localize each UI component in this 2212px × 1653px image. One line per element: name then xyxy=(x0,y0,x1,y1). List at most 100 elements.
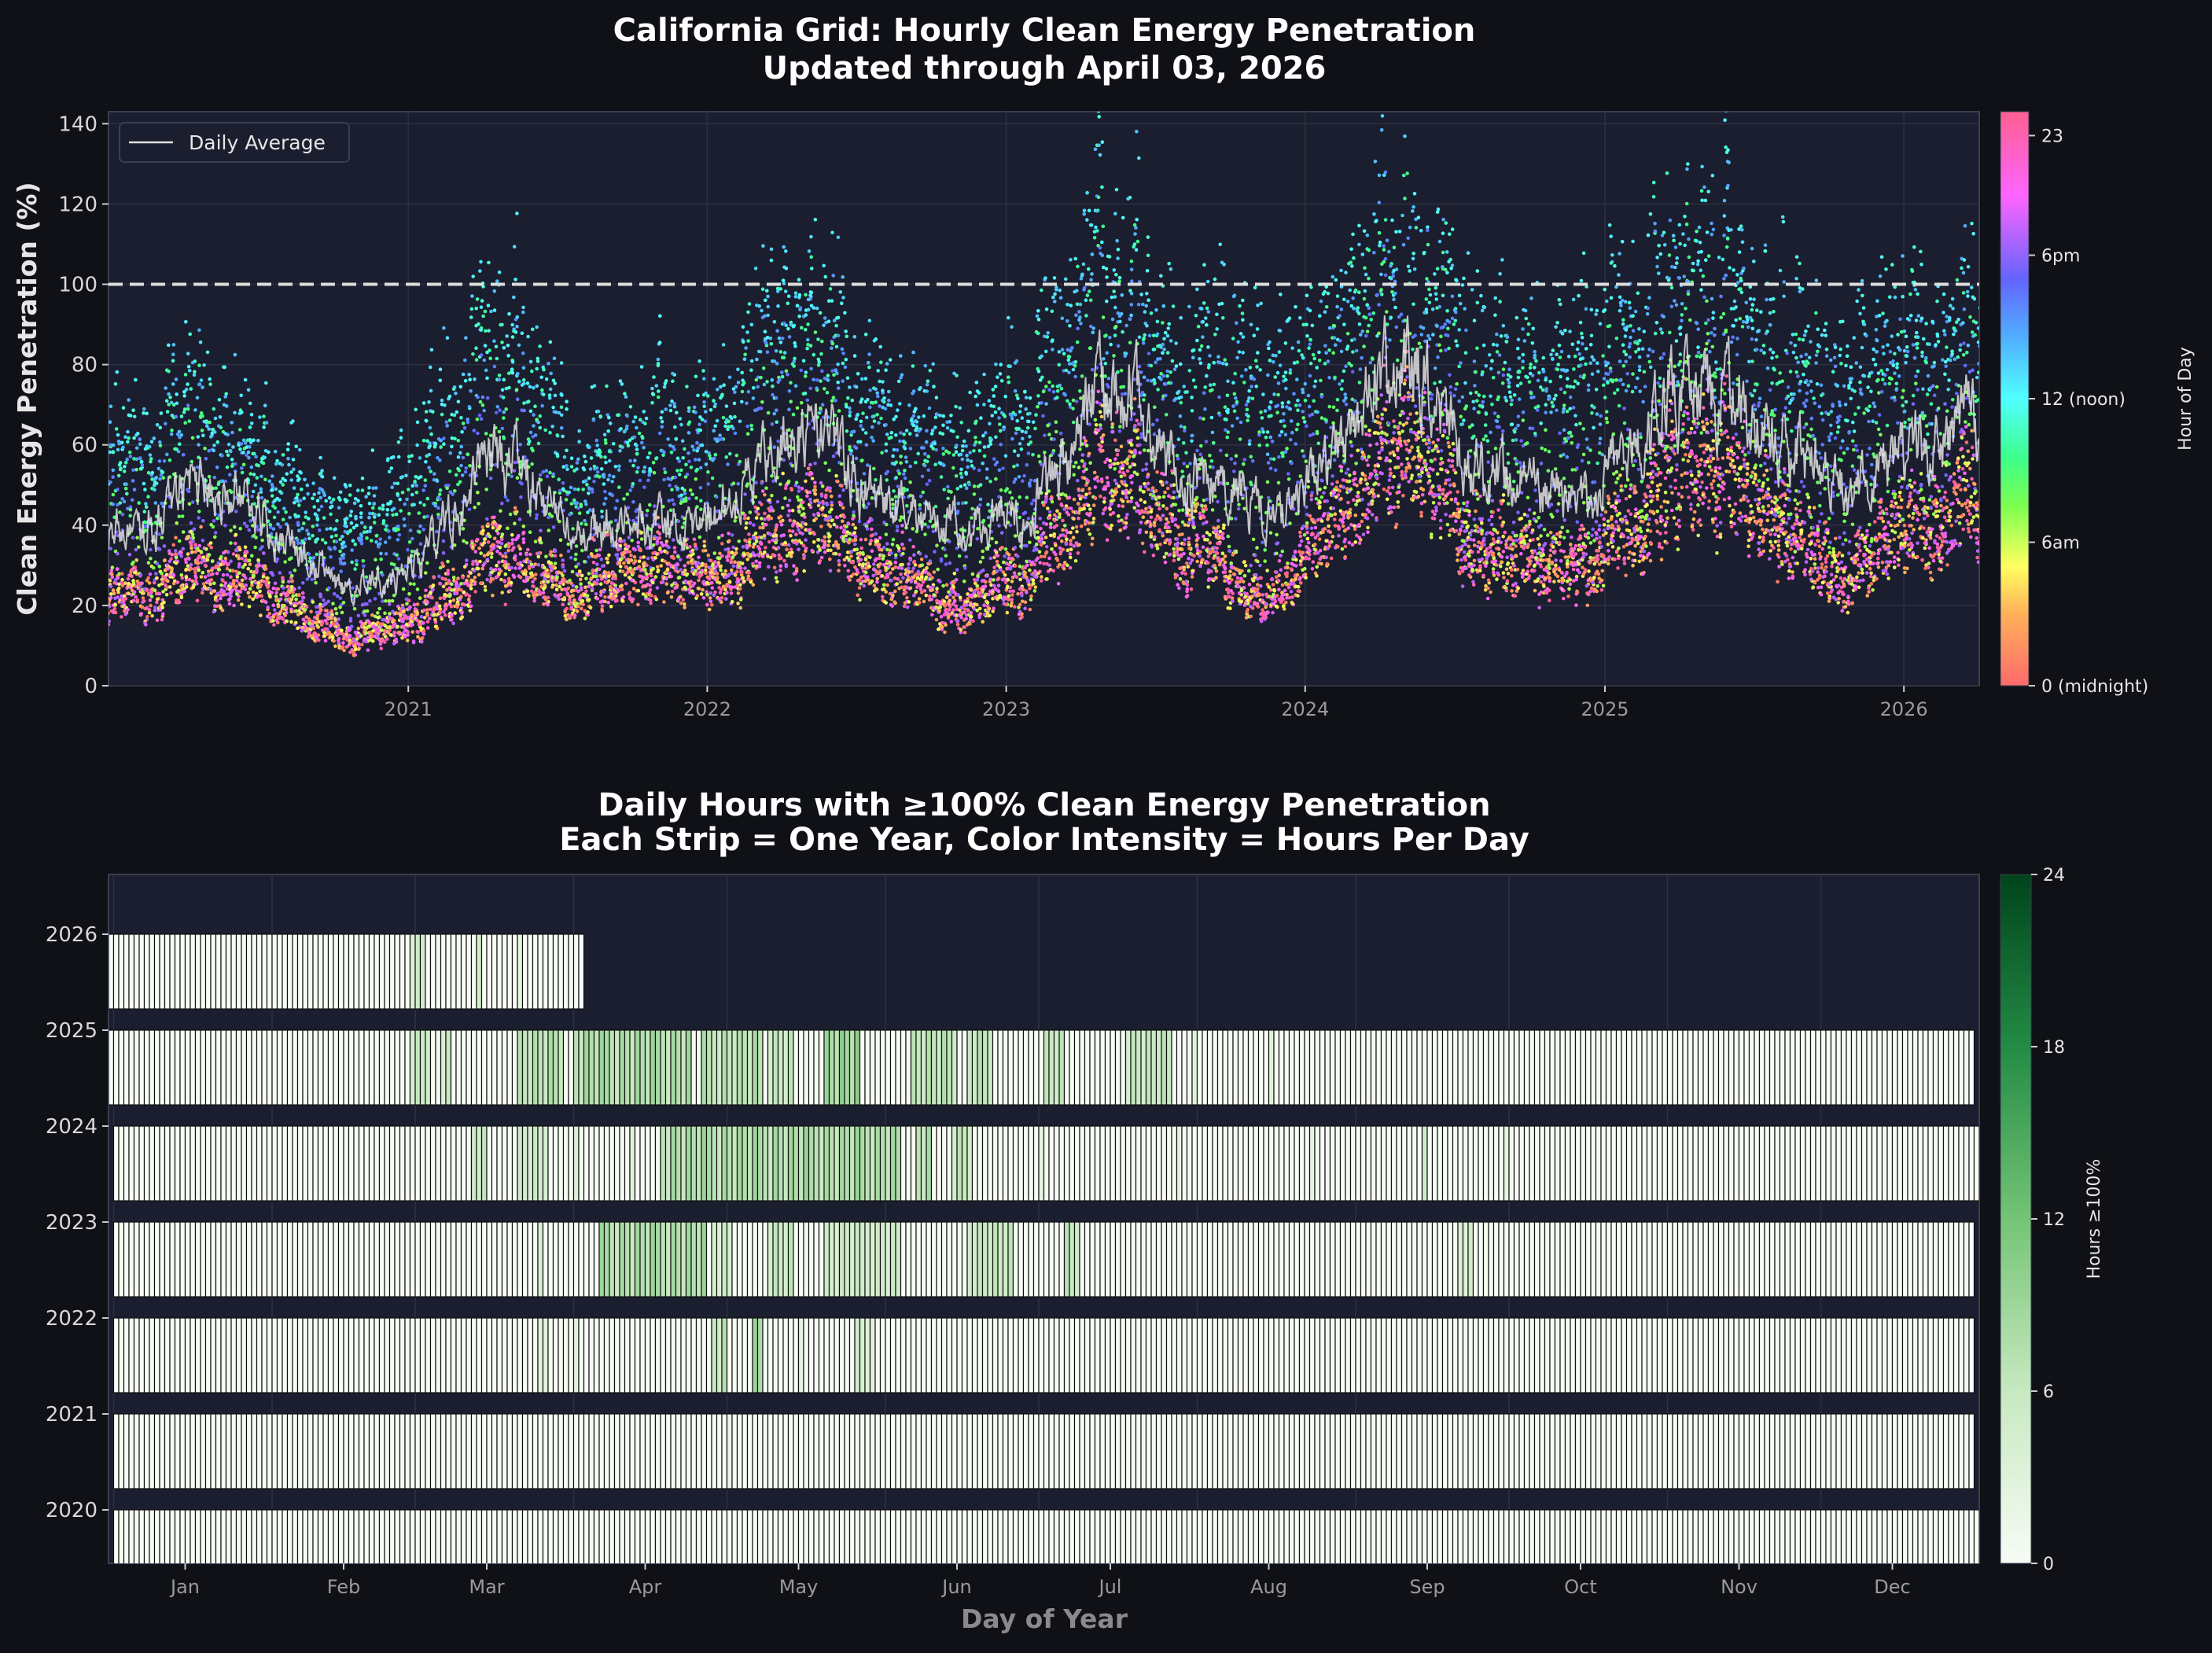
hourly-point xyxy=(678,459,682,463)
hourly-point xyxy=(709,559,713,563)
hourly-point xyxy=(348,635,352,639)
hourly-point xyxy=(208,382,212,386)
hourly-point xyxy=(720,600,723,604)
hourly-point xyxy=(119,501,123,505)
hourly-point xyxy=(403,503,407,506)
hourly-point xyxy=(804,522,808,526)
hourly-point xyxy=(578,511,582,515)
hourly-point xyxy=(165,593,169,597)
hourly-point xyxy=(180,595,184,599)
hourly-point xyxy=(556,455,560,458)
hourly-point xyxy=(779,350,783,354)
hourly-point xyxy=(285,611,289,615)
hourly-point xyxy=(764,299,767,303)
hourly-point xyxy=(658,536,662,540)
hourly-point xyxy=(134,565,138,569)
hourly-point xyxy=(654,575,658,579)
hourly-point xyxy=(271,474,274,478)
hourly-point xyxy=(489,468,493,472)
hourly-point xyxy=(434,504,438,508)
hourly-point xyxy=(371,448,375,452)
hourly-point xyxy=(619,427,623,431)
hourly-point xyxy=(234,462,237,466)
hourly-point xyxy=(527,560,531,564)
hourly-point xyxy=(150,440,154,444)
hourly-point xyxy=(596,470,600,474)
hourly-point xyxy=(379,558,383,561)
hourly-point xyxy=(290,574,294,578)
hourly-point xyxy=(740,400,744,404)
hourly-point xyxy=(325,528,329,532)
hourly-point xyxy=(301,591,305,595)
hourly-point xyxy=(459,582,463,586)
hourly-point xyxy=(706,394,710,398)
hourly-point xyxy=(190,567,193,571)
hourly-point xyxy=(517,534,521,538)
hourly-point xyxy=(682,598,686,602)
hourly-point xyxy=(560,587,564,591)
hourly-point xyxy=(413,603,417,607)
hourly-point xyxy=(469,315,473,319)
hourly-point xyxy=(238,527,242,531)
hourly-point xyxy=(800,401,804,405)
hourly-point xyxy=(109,596,113,600)
hourly-point xyxy=(631,482,635,486)
hourly-point xyxy=(788,518,792,522)
hourly-point xyxy=(831,342,835,346)
hourly-point xyxy=(629,405,633,409)
hourly-point xyxy=(483,541,487,545)
hourly-point xyxy=(524,569,528,572)
hourly-point xyxy=(377,607,381,611)
hourly-point xyxy=(422,515,426,519)
hourly-point xyxy=(443,403,447,407)
hourly-point xyxy=(738,587,742,591)
hourly-point xyxy=(211,560,215,564)
hourly-point xyxy=(497,561,501,565)
hourly-point xyxy=(483,554,487,558)
hourly-point xyxy=(170,429,174,433)
hourly-point xyxy=(786,373,789,377)
hourly-point xyxy=(250,422,254,425)
hourly-point xyxy=(664,577,668,581)
hourly-point xyxy=(752,386,756,390)
hourly-point xyxy=(795,480,799,484)
hourly-point xyxy=(781,375,785,379)
hourly-point xyxy=(589,467,593,471)
hourly-point xyxy=(507,386,511,390)
hourly-point xyxy=(421,488,425,492)
hourly-point xyxy=(111,503,115,506)
hourly-point xyxy=(812,306,816,310)
hourly-point xyxy=(620,599,624,603)
hourly-point xyxy=(673,425,677,429)
hourly-point xyxy=(746,575,750,579)
hourly-point xyxy=(410,623,414,627)
hourly-point xyxy=(804,328,808,332)
hourly-point xyxy=(822,323,826,327)
hourly-point xyxy=(554,584,558,587)
hourly-point xyxy=(668,484,672,488)
hourly-point xyxy=(151,471,155,475)
hourly-point xyxy=(165,453,169,457)
hourly-point xyxy=(134,468,138,472)
hourly-point xyxy=(525,576,529,580)
hourly-point xyxy=(616,589,620,593)
hourly-point xyxy=(197,329,201,333)
hourly-point xyxy=(561,558,565,562)
hourly-point xyxy=(407,607,411,611)
hourly-point xyxy=(761,554,765,558)
hourly-point xyxy=(381,573,385,577)
hourly-point xyxy=(565,617,569,621)
hourly-point xyxy=(719,569,723,572)
hourly-point xyxy=(782,245,786,249)
hourly-point xyxy=(427,400,431,404)
hourly-point xyxy=(434,442,438,446)
hourly-point xyxy=(727,547,731,551)
hourly-point xyxy=(753,554,756,558)
hourly-point xyxy=(180,554,184,558)
hourly-point xyxy=(600,510,604,514)
hourly-point xyxy=(142,482,146,486)
hourly-point xyxy=(719,385,723,389)
hourly-point xyxy=(207,569,211,573)
hourly-point xyxy=(112,444,116,447)
hourly-point xyxy=(344,525,348,528)
